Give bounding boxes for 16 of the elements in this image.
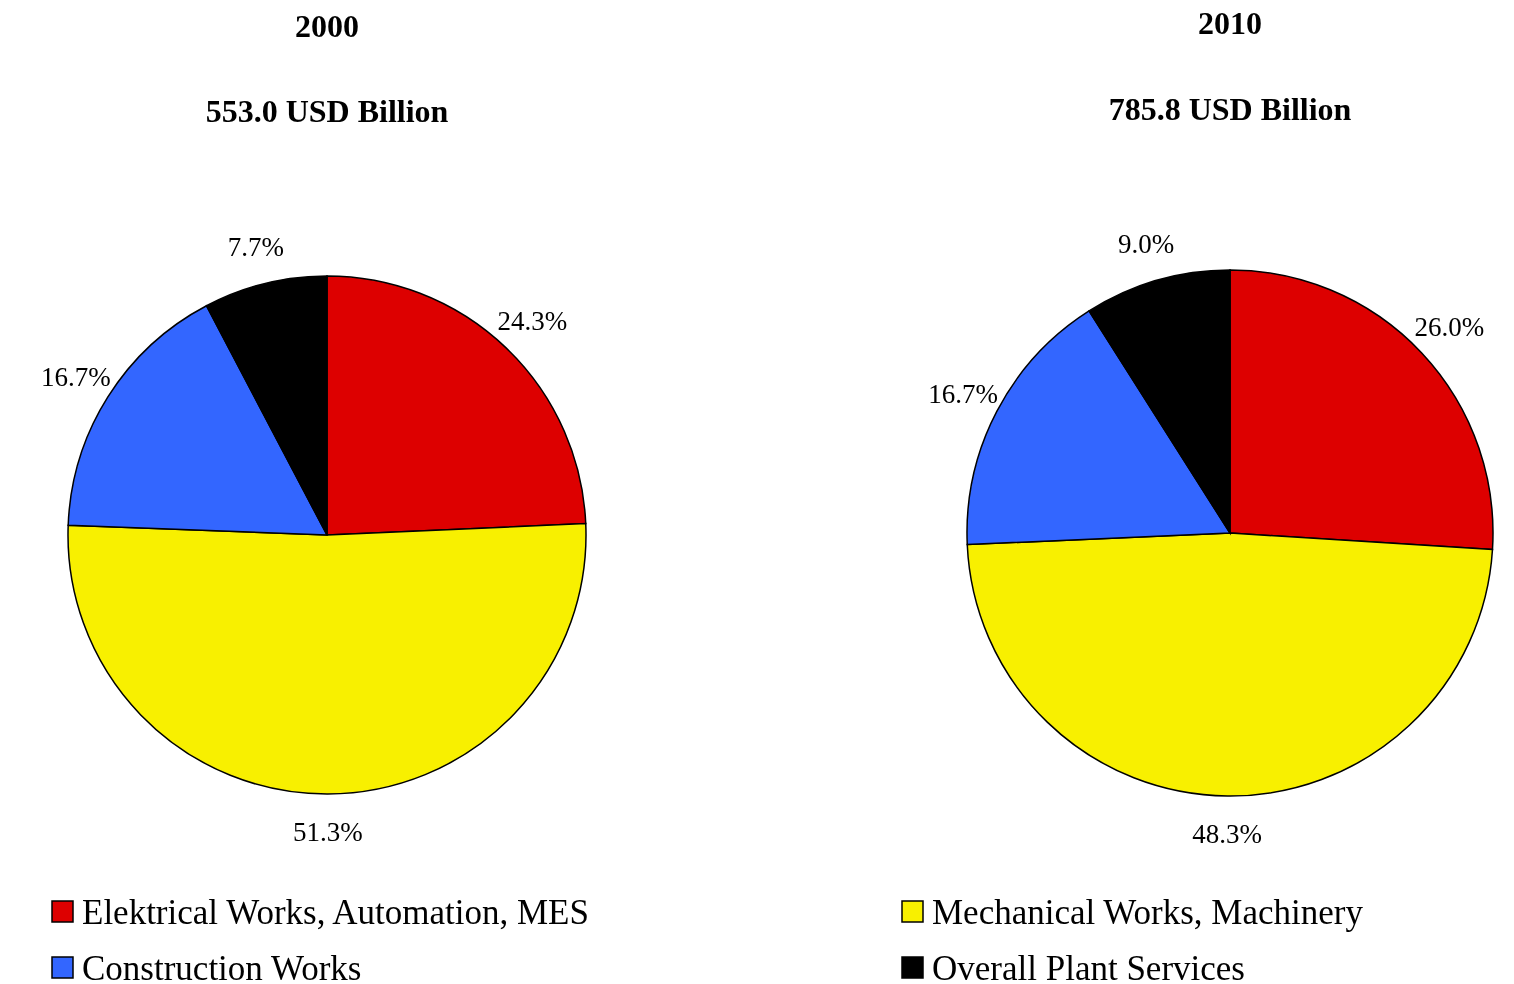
data-label: 24.3% [497, 305, 568, 336]
legend-label: Mechanical Works, Machinery [932, 893, 1364, 933]
legend-label: Overall Plant Services [932, 949, 1245, 984]
data-label: 7.7% [227, 232, 284, 263]
data-label: 48.3% [1192, 819, 1263, 850]
data-label: 51.3% [293, 817, 363, 848]
chart-subtitle: 553.0 USD Billion [205, 93, 449, 129]
chart-title: 2000 [295, 8, 359, 44]
chart-title: 2010 [1198, 5, 1262, 41]
data-label: 16.7% [928, 379, 998, 410]
data-label: 16.7% [40, 362, 111, 393]
chart-subtitle: 785.8 USD Billion [1108, 91, 1352, 127]
legend-label: Elektrical Works, Automation, MES [82, 893, 589, 933]
data-label: 26.0% [1414, 312, 1485, 343]
data-label: 9.0% [1117, 229, 1175, 260]
legend-label: Construction Works [82, 949, 362, 984]
